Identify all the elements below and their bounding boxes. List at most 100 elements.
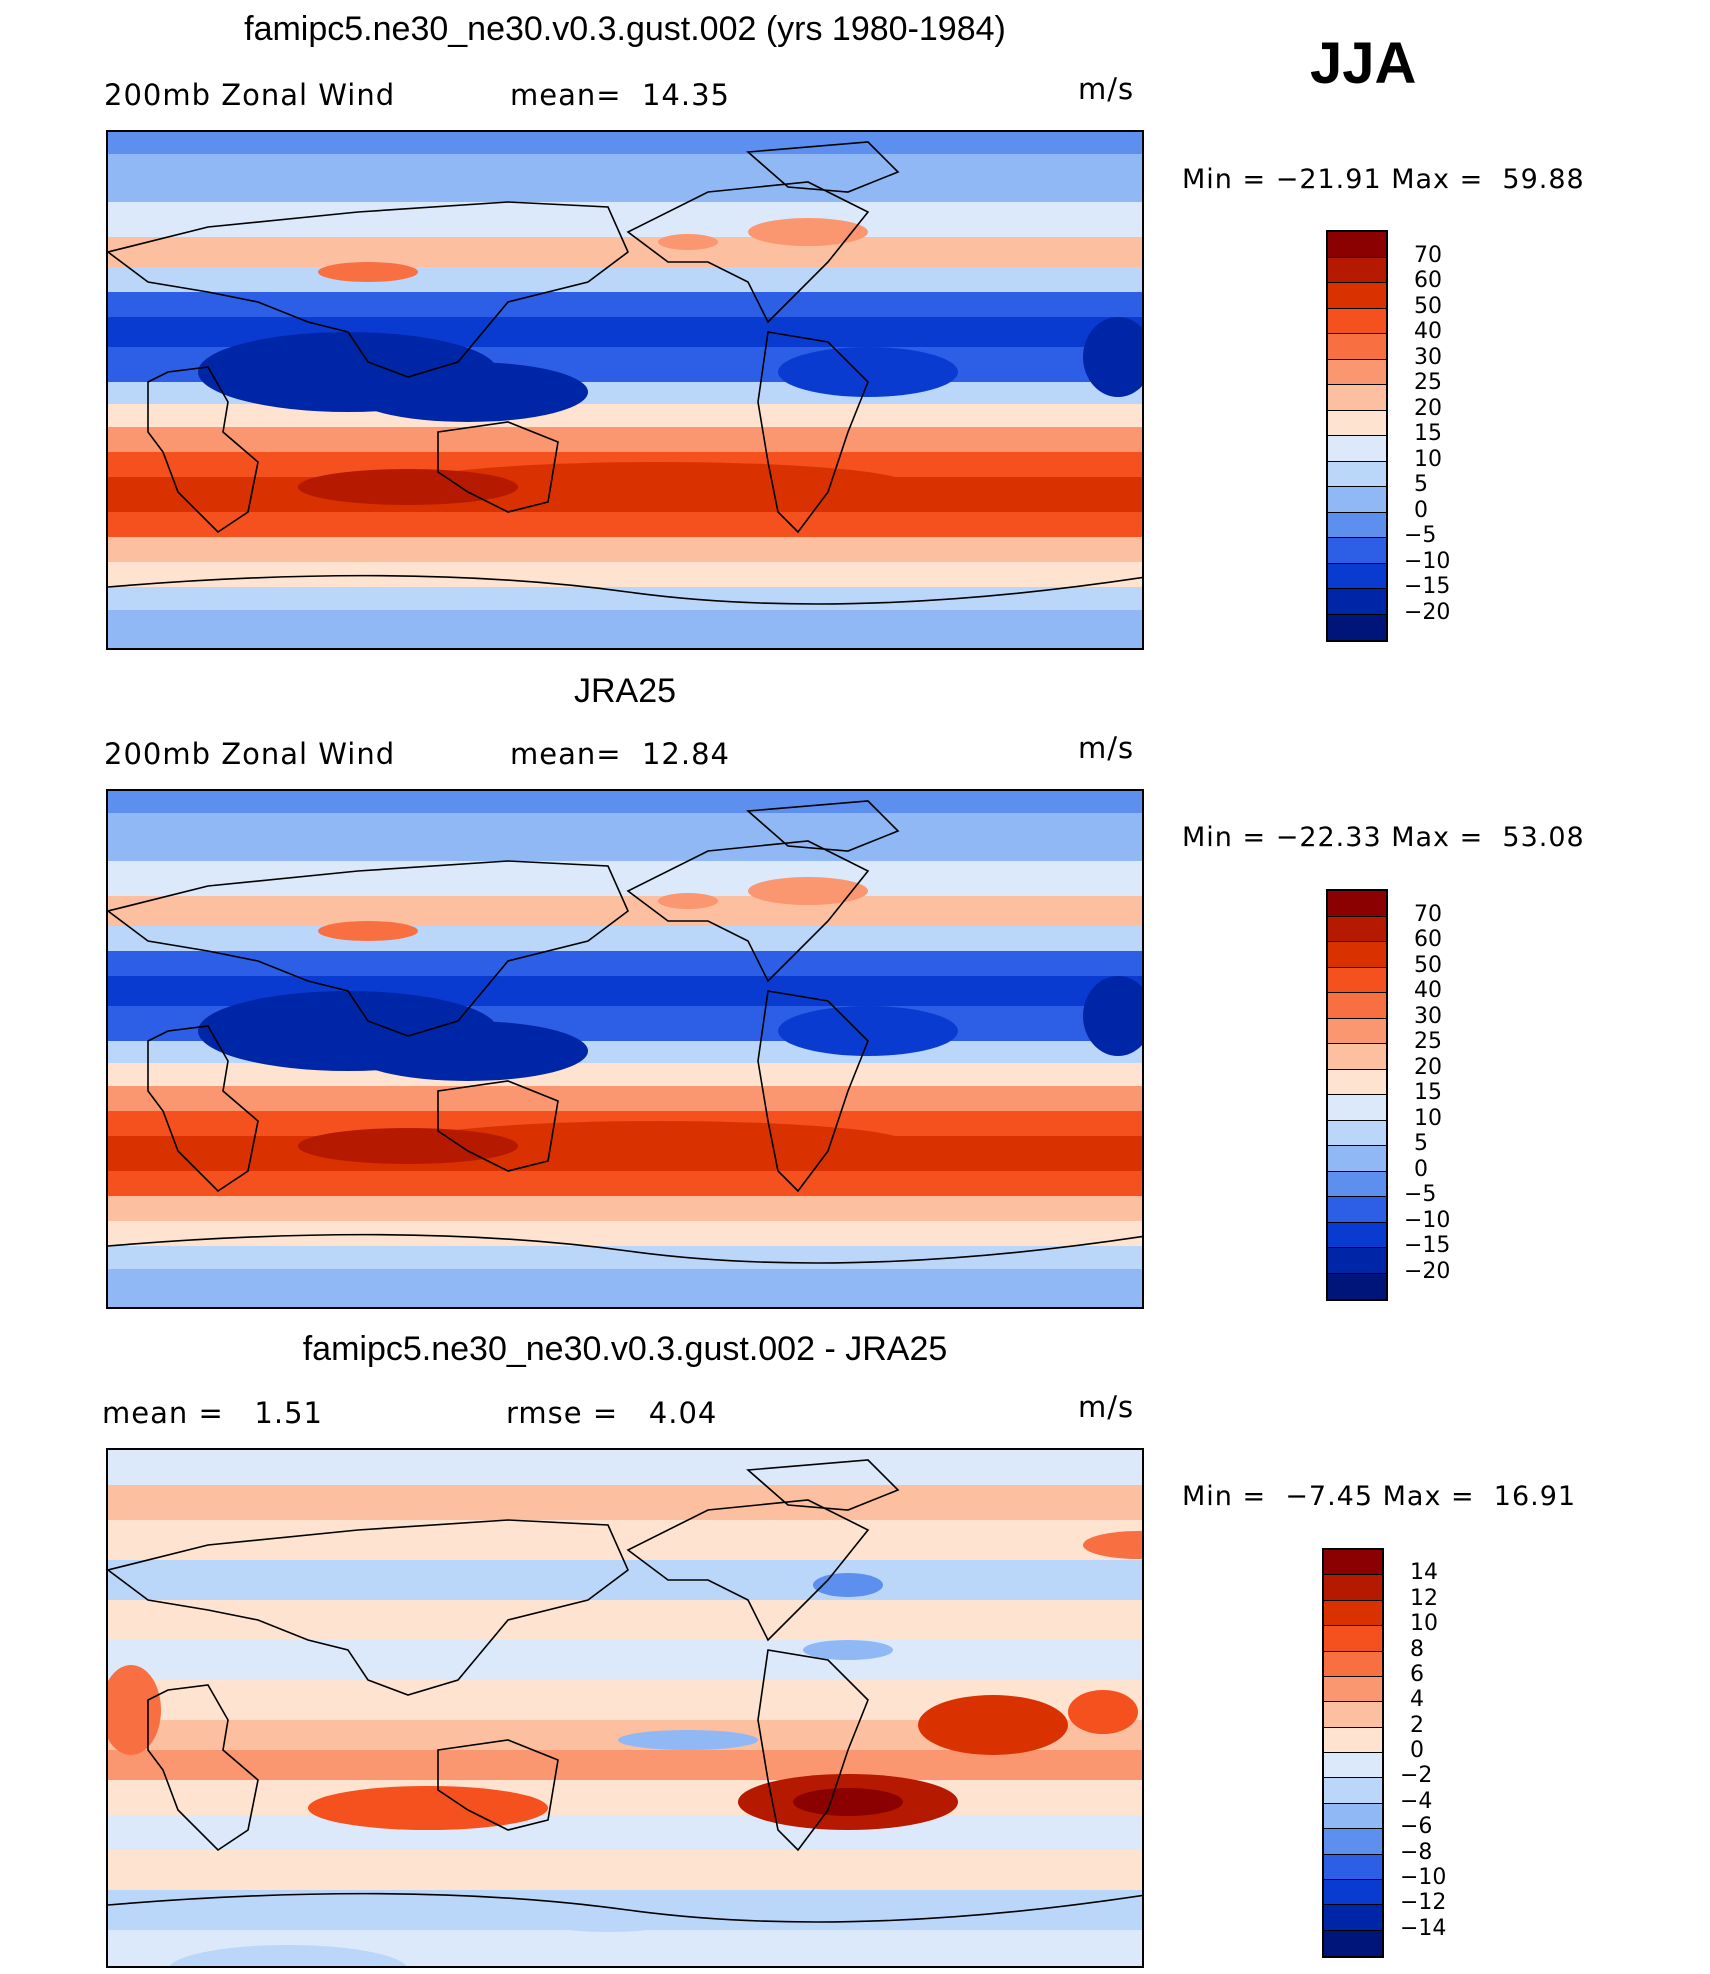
colorbar-tick-label: 25	[1414, 1029, 1442, 1054]
panel-2-minmax: Min = −22.33 Max = 53.08	[1182, 822, 1585, 853]
colorbar-tick-label: 25	[1414, 370, 1442, 395]
colorbar-tick-label: −20	[1404, 599, 1451, 625]
map-contour-band	[108, 1171, 1142, 1196]
coastline	[437, 421, 559, 513]
map-contour-cell	[298, 1128, 518, 1164]
panel-3-title: famipc5.ne30_ne30.v0.3.gust.002 - JRA25	[302, 1330, 948, 1368]
colorbar-tick-label: −2	[1400, 1763, 1433, 1789]
colorbar-swatch	[1328, 512, 1386, 538]
map-contour-cell	[538, 1908, 678, 1932]
colorbar-swatch	[1324, 1676, 1382, 1703]
coastline	[757, 1649, 869, 1852]
colorbar-tick-label: −15	[1404, 574, 1451, 599]
colorbar-tick-label: 4	[1410, 1687, 1424, 1713]
colorbar-swatch	[1324, 1905, 1382, 1931]
colorbar-swatch	[1328, 1044, 1386, 1070]
panel-3-units: m/s	[1078, 1390, 1135, 1424]
map-contour-band	[108, 610, 1142, 648]
map-contour-cell	[658, 893, 718, 909]
panel-2-colorbar-labels: 70 60 50 40 30 25 20 15 10 5 0 −5 −10 −15 −20	[1404, 889, 1484, 1301]
coastline	[108, 860, 629, 1037]
colorbar-tick-label: 20	[1414, 395, 1442, 421]
colorbar-swatch	[1328, 1095, 1386, 1121]
panel-1-title: famipc5.ne30_ne30.v0.3.gust.002 (yrs 198…	[244, 10, 1006, 48]
colorbar-tick-label: −8	[1400, 1839, 1433, 1865]
colorbar-swatch	[1328, 232, 1386, 258]
colorbar-tick-label: 40	[1414, 978, 1442, 1003]
colorbar-tick-label: 15	[1414, 1080, 1442, 1105]
colorbar-tick-label: 50	[1414, 293, 1442, 319]
map-contour-cell	[748, 877, 868, 905]
colorbar-tick-label: 70	[1414, 242, 1442, 268]
map-contour-band	[108, 1485, 1142, 1520]
map-contour-cell	[408, 1121, 908, 1165]
coastline	[746, 800, 900, 852]
map-contour-band	[108, 202, 1142, 237]
colorbar-swatch	[1328, 436, 1386, 462]
colorbar-tick-label: 2	[1410, 1712, 1424, 1738]
colorbar-tick-label: 6	[1410, 1661, 1424, 1687]
colorbar-swatch	[1328, 614, 1386, 640]
colorbar-tick-label: 0	[1414, 1156, 1428, 1182]
map-contour-cell	[658, 234, 718, 250]
colorbar-swatch	[1328, 1171, 1386, 1197]
map-contour-cell	[308, 1786, 548, 1830]
map-contour-cell	[793, 1788, 903, 1816]
map-contour-band	[108, 267, 1142, 292]
colorbar-swatch	[1324, 1702, 1382, 1728]
colorbar-tick-label: 30	[1414, 1003, 1442, 1029]
coastline	[108, 201, 629, 378]
colorbar-tick-label: 60	[1414, 927, 1442, 952]
coastline	[108, 1233, 1142, 1264]
colorbar-tick-label: 50	[1414, 952, 1442, 978]
colorbar-swatch	[1324, 1550, 1382, 1576]
colorbar-swatch	[1328, 1273, 1386, 1299]
coastline	[757, 331, 869, 534]
map-contour-band	[108, 132, 1142, 154]
map-contour-band	[108, 1196, 1142, 1221]
colorbar-tick-label: −5	[1404, 1182, 1437, 1207]
coastline	[757, 990, 869, 1193]
colorbar-tick-label: 40	[1414, 319, 1442, 344]
colorbar-tick-label: 8	[1410, 1636, 1424, 1662]
colorbar-swatch	[1324, 1600, 1382, 1627]
panel-1-units: m/s	[1078, 72, 1135, 106]
map-contour-band	[108, 587, 1142, 610]
colorbar-swatch	[1328, 385, 1386, 411]
colorbar-swatch	[1328, 283, 1386, 309]
colorbar-tick-label: −4	[1400, 1788, 1433, 1814]
coastline	[626, 840, 870, 983]
colorbar-tick-label: 60	[1414, 268, 1442, 293]
map-contour-band	[108, 1063, 1142, 1086]
map-contour-band	[108, 1850, 1142, 1890]
map-contour-cell	[918, 1695, 1068, 1755]
map-contour-cell	[318, 262, 418, 282]
map-contour-band	[108, 1221, 1142, 1246]
colorbar-swatch	[1328, 1146, 1386, 1172]
panel-3-mean-label: mean = 1.51	[102, 1396, 323, 1430]
colorbar-swatch	[1328, 916, 1386, 942]
map-contour-band	[108, 926, 1142, 951]
coastline	[147, 366, 259, 534]
colorbar-swatch	[1324, 1575, 1382, 1601]
panel-2-units: m/s	[1078, 731, 1135, 765]
colorbar-tick-label: 10	[1414, 1105, 1442, 1131]
map-contour-band	[108, 1086, 1142, 1111]
map-contour-cell	[169, 1945, 407, 1966]
map-contour-cell	[298, 469, 518, 505]
coastline	[108, 1892, 1142, 1923]
panel-1-map	[106, 130, 1144, 650]
map-contour-cell	[813, 1573, 883, 1597]
coastline	[147, 1684, 259, 1852]
map-contour-cell	[348, 1021, 588, 1081]
colorbar-swatch	[1328, 334, 1386, 360]
map-contour-cell	[1083, 317, 1142, 397]
colorbar-tick-label: −14	[1400, 1915, 1447, 1941]
map-contour-band	[108, 861, 1142, 896]
map-contour-band	[108, 562, 1142, 587]
panel-2-title: JRA25	[573, 672, 677, 710]
map-contour-band	[108, 537, 1142, 562]
colorbar-swatch	[1328, 487, 1386, 513]
colorbar-swatch	[1328, 1222, 1386, 1248]
colorbar-swatch	[1328, 1120, 1386, 1146]
